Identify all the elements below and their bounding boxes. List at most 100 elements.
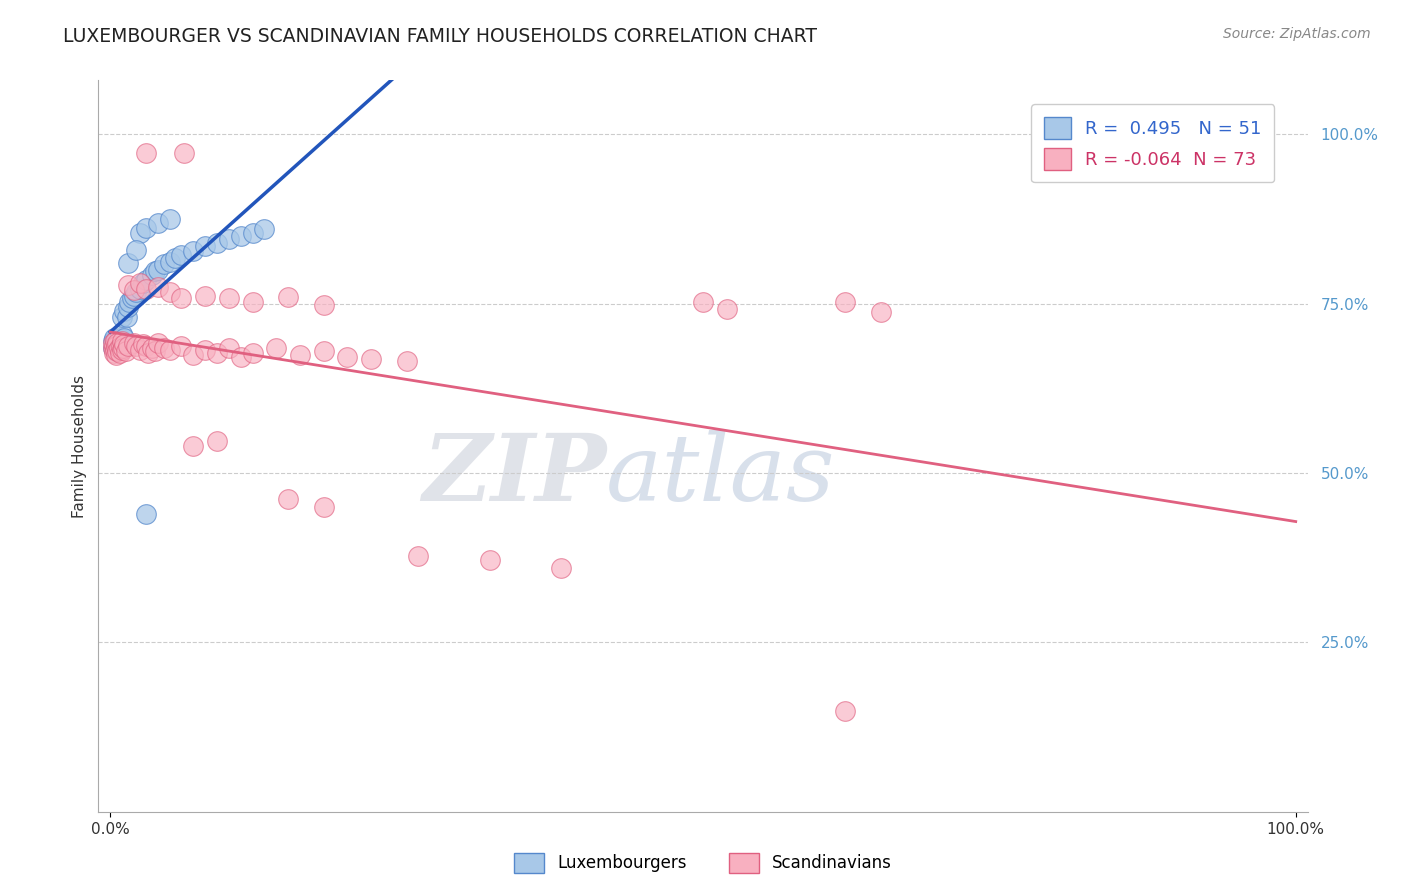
Point: [218, 341, 240, 355]
Point: [125, 339, 148, 353]
Point: [205, 434, 228, 448]
Point: [129, 277, 152, 291]
Point: [135, 339, 157, 353]
Point: [277, 491, 299, 506]
Point: [105, 332, 128, 346]
Point: [110, 339, 132, 353]
Point: [135, 273, 157, 287]
Point: [114, 331, 136, 345]
Legend: R =  0.495   N = 51, R = -0.064  N = 73: R = 0.495 N = 51, R = -0.064 N = 73: [1031, 104, 1274, 182]
Point: [129, 343, 152, 357]
Point: [152, 258, 174, 272]
Point: [107, 341, 129, 355]
Point: [105, 347, 128, 362]
Point: [146, 263, 169, 277]
Point: [312, 298, 335, 312]
Point: [111, 327, 134, 342]
Point: [105, 339, 128, 353]
Point: [159, 212, 181, 227]
Point: [101, 336, 124, 351]
Point: [122, 336, 145, 351]
Point: [132, 277, 155, 291]
Point: [101, 341, 124, 355]
Point: [103, 339, 125, 353]
Point: [146, 336, 169, 351]
Point: [181, 347, 204, 362]
Point: [146, 215, 169, 229]
Text: ZIP: ZIP: [422, 430, 606, 520]
Point: [105, 336, 128, 351]
Point: [141, 268, 163, 283]
Point: [312, 500, 335, 514]
Point: [205, 235, 228, 250]
Point: [141, 341, 163, 355]
Point: [112, 341, 135, 355]
Point: [103, 331, 125, 345]
Point: [218, 232, 240, 246]
Point: [242, 295, 264, 310]
Point: [834, 295, 856, 310]
Point: [173, 146, 195, 161]
Point: [143, 264, 166, 278]
Point: [135, 507, 157, 521]
Text: atlas: atlas: [606, 430, 835, 520]
Point: [129, 282, 152, 296]
Point: [111, 310, 134, 325]
Point: [129, 226, 152, 240]
Point: [101, 334, 124, 348]
Point: [104, 341, 127, 355]
Point: [117, 300, 139, 314]
Point: [834, 705, 856, 719]
Point: [264, 341, 287, 355]
Point: [111, 334, 134, 348]
Point: [125, 243, 148, 257]
Point: [111, 343, 134, 357]
Point: [165, 251, 187, 265]
Point: [152, 341, 174, 355]
Point: [194, 239, 217, 253]
Point: [105, 339, 128, 353]
Point: [135, 282, 157, 296]
Point: [550, 561, 572, 575]
Point: [107, 335, 129, 350]
Point: [170, 339, 193, 353]
Point: [135, 146, 157, 161]
Point: [336, 350, 359, 364]
Point: [253, 222, 276, 236]
Point: [111, 334, 134, 348]
Point: [181, 439, 204, 453]
Point: [105, 344, 128, 359]
Point: [146, 280, 169, 294]
Point: [395, 354, 418, 368]
Point: [103, 345, 125, 359]
Legend: Luxembourgers, Scandinavians: Luxembourgers, Scandinavians: [508, 847, 898, 880]
Point: [118, 295, 141, 310]
Point: [716, 302, 738, 317]
Point: [170, 248, 193, 262]
Point: [114, 337, 136, 351]
Text: Source: ZipAtlas.com: Source: ZipAtlas.com: [1223, 27, 1371, 41]
Point: [122, 288, 145, 302]
Y-axis label: Family Households: Family Households: [72, 375, 87, 517]
Point: [114, 303, 136, 318]
Point: [229, 350, 252, 364]
Point: [181, 244, 204, 258]
Point: [125, 285, 148, 299]
Point: [360, 352, 382, 367]
Point: [143, 344, 166, 359]
Point: [159, 285, 181, 299]
Point: [869, 305, 891, 319]
Point: [159, 343, 181, 357]
Point: [205, 345, 228, 359]
Point: [114, 344, 136, 359]
Point: [242, 345, 264, 359]
Point: [218, 291, 240, 305]
Point: [692, 295, 714, 310]
Point: [170, 291, 193, 305]
Text: LUXEMBOURGER VS SCANDINAVIAN FAMILY HOUSEHOLDS CORRELATION CHART: LUXEMBOURGER VS SCANDINAVIAN FAMILY HOUS…: [63, 27, 817, 45]
Point: [104, 343, 127, 357]
Point: [194, 288, 217, 302]
Point: [229, 229, 252, 244]
Point: [194, 343, 217, 357]
Point: [135, 221, 157, 235]
